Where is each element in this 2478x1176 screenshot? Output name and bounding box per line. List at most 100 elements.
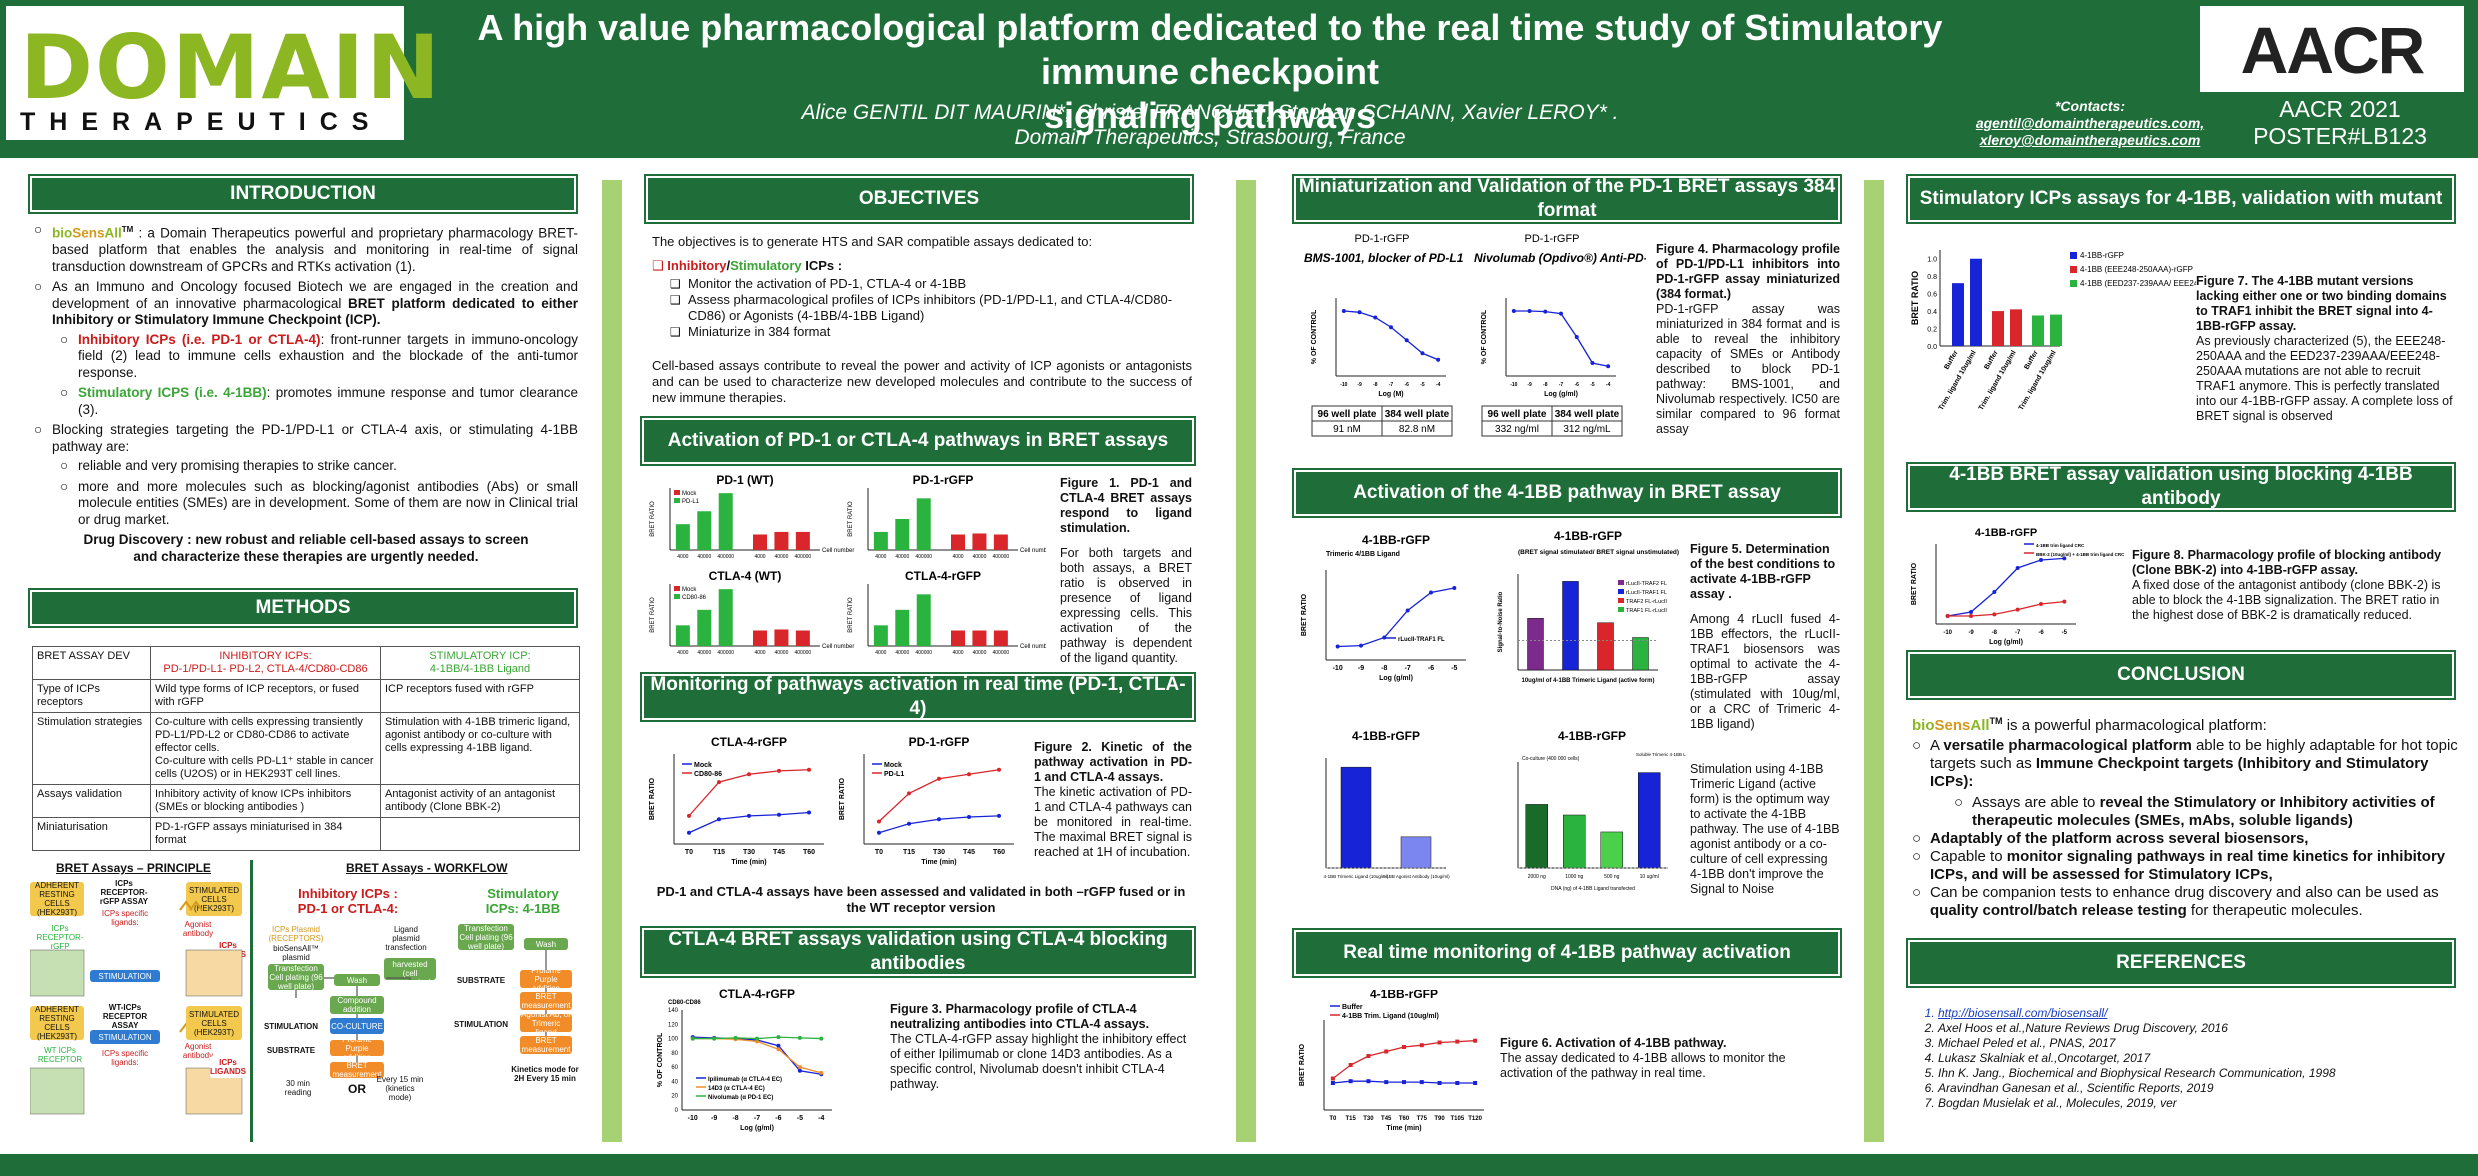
- conference-label: AACR 2021 POSTER#LB123: [2230, 96, 2450, 150]
- legend-swatch: [2070, 266, 2077, 273]
- data-point: [1389, 325, 1393, 330]
- reference-item: Ihn K. Jang., Biochemical and Biophysica…: [1938, 1066, 2444, 1081]
- x-axis-label: Cell number: [1020, 644, 1046, 650]
- x-tick-label: 40000: [972, 650, 986, 656]
- chart-bar: [1400, 836, 1432, 869]
- data-point: [733, 1035, 738, 1040]
- reference-item[interactable]: http://biosensall.com/biosensall/: [1938, 1006, 2444, 1021]
- data-point: [1606, 364, 1611, 369]
- fig1-caption-title: Figure 1. PD-1 and CTLA-4 BRET assays re…: [1060, 476, 1192, 535]
- chart-bar: [774, 531, 789, 550]
- data-point: [776, 1035, 781, 1040]
- principle-graphics: [30, 900, 243, 1115]
- data-point: [819, 1070, 824, 1075]
- data-point: [747, 813, 751, 818]
- table-cell: STIMULATORY ICP: 4-1BB/4-1BB Ligand: [380, 646, 580, 680]
- column-divider-2: [1236, 180, 1256, 1142]
- x-tick-label: 400000: [795, 554, 812, 560]
- brand-bio: bio: [52, 225, 73, 241]
- wf-inhib-line-1: Inhibitory ICPs :: [298, 886, 398, 901]
- ic50-header: 384 well plate: [1555, 409, 1620, 420]
- x-tick-label: T15: [713, 849, 725, 856]
- y-tick-label: 0.0: [1927, 344, 1937, 351]
- data-point: [1366, 1079, 1371, 1084]
- x-axis-label: Cell number: [822, 548, 854, 554]
- aacr-logo: AACR: [2200, 6, 2464, 92]
- fig2-caption-text: The kinetic activation of PD-1 and CTLA-…: [1034, 785, 1192, 859]
- x-tick-label: 4000: [677, 650, 688, 656]
- y-axis-label: BRET RATIO: [839, 777, 846, 820]
- chart-bar: [1970, 258, 1982, 346]
- chart-bar: [795, 630, 810, 646]
- legend-entry: PD-L1: [682, 499, 700, 505]
- y-axis-label: BRET RATIO: [1910, 271, 1920, 325]
- title-line-2: signaling pathways: [1043, 95, 1377, 136]
- figure-2-caption: Figure 2. Kinetic of the pathway activat…: [1034, 740, 1192, 860]
- x-tick-label: 4000: [754, 650, 765, 656]
- legend-entry: Ipilimumab (α CTLA-4 EC): [708, 1077, 782, 1083]
- intro-item-2a: Inhibitory ICPs (i.e. PD-1 or CTLA-4): f…: [60, 332, 578, 382]
- brand-tm: TM: [121, 225, 134, 234]
- contacts-label: *Contacts:: [2054, 98, 2125, 114]
- data-point: [1330, 1081, 1335, 1085]
- data-point: [1359, 643, 1363, 648]
- series-line: [1513, 310, 1609, 367]
- mutant-heading: Stimulatory ICPs assays for 4-1BB, valid…: [1908, 176, 2454, 222]
- intro-item-3a: reliable and very promising therapies to…: [60, 458, 578, 475]
- chart-bar: [718, 589, 733, 646]
- data-point: [1543, 309, 1548, 314]
- table-cell: Wild type forms of ICP receptors, or fus…: [150, 679, 381, 713]
- contact-email-2[interactable]: xleroy@domaintherapeutics.com: [1979, 132, 2201, 148]
- x-tick-label: T120: [1468, 1116, 1482, 1122]
- data-point: [1357, 310, 1362, 315]
- column-divider-1: [602, 180, 622, 1142]
- agonist-antibody-label: Agonist antibody: [180, 920, 216, 938]
- table-row: Stimulation strategies Co-culture with c…: [32, 712, 580, 785]
- data-point: [1969, 614, 1973, 618]
- x-tick-label: T45: [963, 849, 975, 856]
- table-cell: Type of ICPs receptors: [32, 679, 151, 713]
- chart-bar: [1638, 772, 1661, 869]
- data-point: [1992, 612, 1997, 617]
- legend-entry: Buffer: [1342, 1004, 1363, 1011]
- data-point: [1436, 357, 1441, 362]
- data-point: [2039, 558, 2043, 562]
- figure-7-caption: Figure 7. The 4-1BB mutant versions lack…: [2196, 274, 2456, 424]
- x-tick-label: 4-1BB Trimeric Ligand (10ug/ml): [1324, 874, 1389, 879]
- table-cell: Miniaturisation: [32, 817, 151, 851]
- contact-email-1[interactable]: agentil@domaintherapeutics.com,: [1975, 115, 2205, 131]
- y-tick-label: 0.2: [1927, 327, 1937, 334]
- y-tick-label: 40: [671, 1079, 678, 1085]
- c4-post: for therapeutic molecules.: [2186, 902, 2363, 919]
- wf-substrate-label-2: SUBSTRATE: [454, 974, 508, 986]
- methods-heading: METHODS: [30, 590, 576, 626]
- chart-title: CTLA-4 (WT): [709, 569, 782, 583]
- data-point: [1945, 614, 1950, 618]
- chart-bar: [1952, 283, 1964, 346]
- workflow-arrows: [295, 950, 547, 1062]
- wf-every: Every 15 min (kinetics mode): [374, 1075, 426, 1102]
- data-point: [1348, 1079, 1353, 1084]
- workflow-title: BRET Assays - WORKFLOW: [346, 861, 508, 875]
- wf-ligand: Ligand plasmid transfection: [385, 924, 427, 952]
- x-tick-label: -4: [818, 1115, 824, 1122]
- x-tick-label: -9: [1357, 382, 1362, 388]
- data-point: [819, 1036, 824, 1041]
- x-tick-label: -10: [1943, 630, 1952, 636]
- legend-swatch: [674, 594, 680, 599]
- fig1-caption-text: For both targets and both assays, a BRET…: [1060, 546, 1192, 665]
- data-point: [1473, 1081, 1478, 1085]
- chart-bar: [993, 534, 1008, 550]
- wf-stimulation-label: STIMULATION: [263, 1020, 319, 1032]
- realtime-heading: Real time monitoring of 4-1BB pathway ac…: [1294, 930, 1840, 976]
- table-cell: PD-1-rGFP assays miniaturised in 384 for…: [150, 817, 381, 851]
- legend-entry: Mock: [884, 762, 902, 769]
- chart-bar: [774, 629, 789, 646]
- conclusion-item-1: A versatile pharmacological platform abl…: [1912, 737, 2458, 830]
- x-tick-label: T90: [1434, 1116, 1445, 1122]
- data-point: [907, 821, 911, 826]
- contacts: *Contacts: agentil@domaintherapeutics.co…: [1930, 98, 2250, 149]
- fig8-caption-title: Figure 8. Pharmacology profile of blocki…: [2132, 548, 2442, 577]
- x-tick-label: T0: [875, 849, 883, 856]
- chart-bar: [895, 519, 910, 550]
